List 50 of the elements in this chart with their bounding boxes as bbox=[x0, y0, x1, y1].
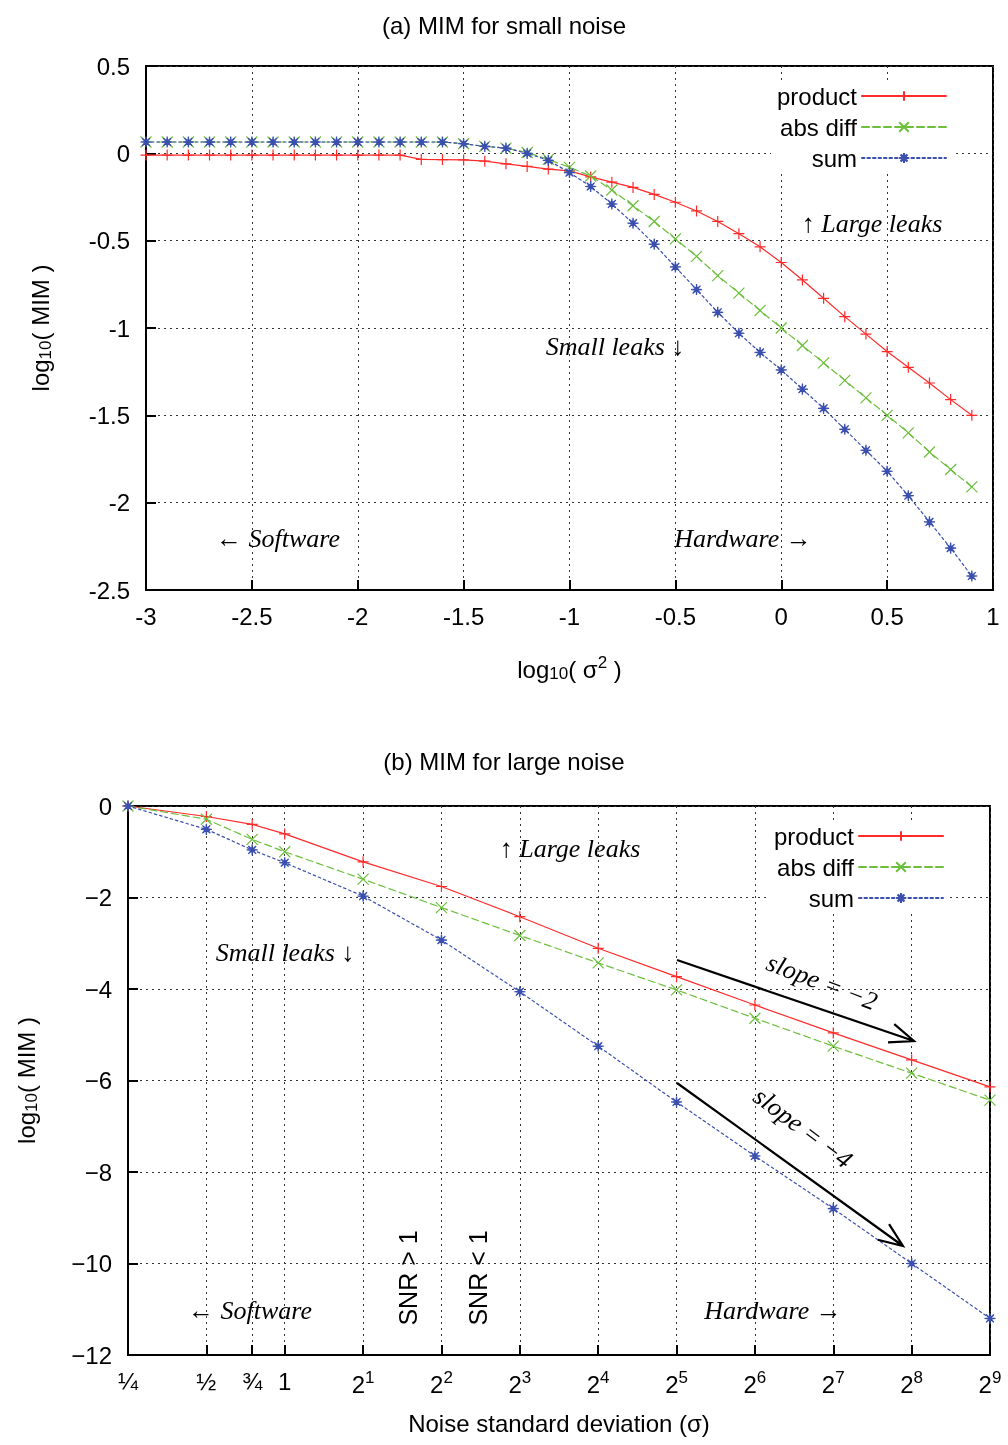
annotation: SNR < 1 bbox=[464, 1230, 492, 1326]
x-tick-label: -1.5 bbox=[442, 602, 485, 630]
legend-label: product bbox=[773, 822, 855, 850]
x-axis-title: Noise standard deviation (σ) bbox=[408, 1409, 710, 1437]
x-tick-label: ½ bbox=[196, 1367, 217, 1395]
legend-label: sum bbox=[808, 884, 854, 912]
y-tick-label: −8 bbox=[84, 1158, 112, 1186]
annotation: slope = −2 bbox=[762, 947, 882, 1017]
x-tick-label: 1 bbox=[278, 1367, 292, 1395]
y-tick-label: -2 bbox=[108, 489, 130, 517]
y-tick-label: -1.5 bbox=[88, 401, 130, 429]
annotation: Hardware → bbox=[673, 523, 812, 553]
annotation: ↑ Large leaks bbox=[499, 833, 641, 863]
y-tick-label: −6 bbox=[84, 1067, 112, 1094]
legend-label: abs diff bbox=[777, 853, 855, 881]
x-tick-label: -0.5 bbox=[654, 602, 697, 630]
x-tick-label: ¼ bbox=[117, 1367, 139, 1395]
annotation: SNR > 1 bbox=[394, 1230, 422, 1326]
y-tick-label: -2.5 bbox=[88, 576, 130, 604]
legend-label: abs diff bbox=[780, 113, 858, 141]
x-tick-label: -2 bbox=[347, 602, 369, 630]
x-tick-label: -1 bbox=[558, 602, 581, 630]
y-tick-label: −12 bbox=[71, 1341, 112, 1369]
chart-title: (b) MIM for large noise bbox=[383, 747, 625, 775]
annotation: Hardware → bbox=[703, 1295, 842, 1325]
annotation: Small leaks ↓ bbox=[215, 937, 355, 967]
y-tick-label: −10 bbox=[71, 1250, 112, 1277]
annotation: Small leaks ↓ bbox=[545, 331, 685, 361]
y-axis-title: log10( MIM ) bbox=[12, 1017, 41, 1144]
y-tick-label: 0.5 bbox=[96, 52, 130, 80]
x-tick-label: 1 bbox=[986, 602, 1000, 630]
y-tick-label: −2 bbox=[84, 884, 112, 911]
x-tick-label: 0.5 bbox=[870, 602, 904, 630]
y-tick-label: 0 bbox=[98, 792, 112, 820]
legend-label: sum bbox=[811, 144, 857, 172]
x-tick-label: -2.5 bbox=[231, 602, 273, 630]
y-axis-title: log10( MIM ) bbox=[26, 264, 55, 392]
annotation: slope = −4 bbox=[747, 1081, 859, 1175]
x-tick-label: ¾ bbox=[242, 1367, 264, 1395]
x-tick-label: -3 bbox=[135, 602, 157, 630]
annotation: ← Software bbox=[188, 1295, 312, 1325]
y-tick-label: -0.5 bbox=[88, 227, 130, 255]
annotation: ← Software bbox=[216, 523, 340, 553]
x-tick-label: 0 bbox=[774, 602, 788, 630]
annotation: ↑ Large leaks bbox=[801, 208, 943, 238]
y-tick-label: 0 bbox=[116, 139, 130, 167]
y-tick-label: -1 bbox=[108, 314, 130, 342]
chart-title: (a) MIM for small noise bbox=[381, 11, 627, 39]
legend-label: product bbox=[776, 82, 858, 110]
y-tick-label: −4 bbox=[84, 975, 112, 1003]
